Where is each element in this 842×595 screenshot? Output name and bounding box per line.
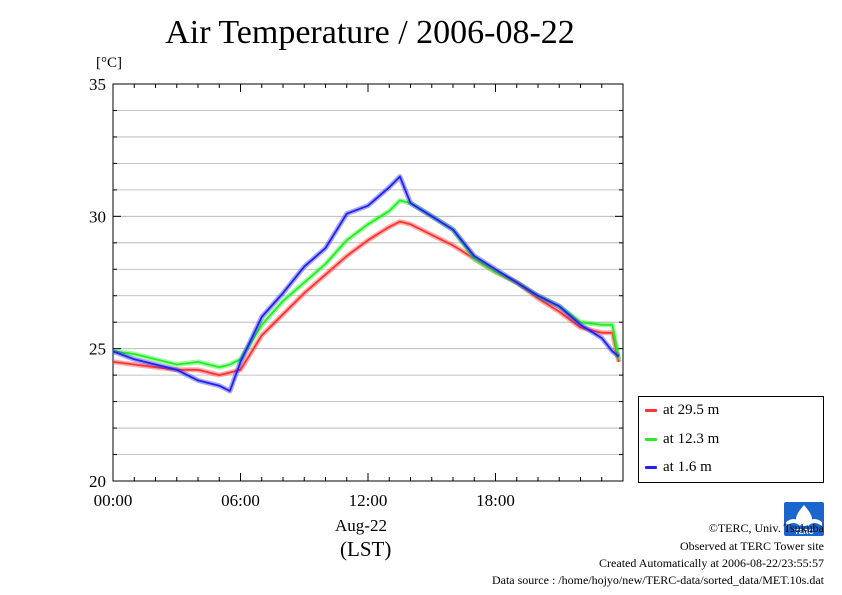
chart-series [112,174,622,394]
axis-ticks: 20 25 30 35 00:00 06:00 12:00 18:00 [89,75,624,510]
credit-site: Observed at TERC Tower site [679,539,824,553]
chart-grid [113,110,623,455]
x-axis-timezone-label: (LST) [340,537,392,561]
legend-label: at 12.3 m [663,430,720,447]
x-axis-date-label: Aug-22 [335,516,387,535]
credit-created: Created Automatically at 2006-08-22/23:5… [599,556,824,570]
series-line [112,220,620,376]
credit-source: Data source : /home/hojyo/new/TERC-data/… [491,573,824,587]
y-axis-unit: [°C] [96,55,122,71]
legend-label: at 29.5 m [663,401,720,418]
legend-label: at 1.6 m [663,458,712,475]
terc-logo-icon: TERC [784,502,824,536]
y-tick-label: 30 [89,207,106,226]
x-tick-label: 18:00 [476,491,515,510]
legend-item: at 1.6 m [645,456,712,478]
legend-item: at 12.3 m [645,428,719,450]
svg-text:TERC: TERC [794,529,813,536]
x-tick-label: 12:00 [349,491,388,510]
series-line [112,199,620,369]
legend-item: at 29.5 m [645,399,719,421]
plot-frame [112,83,624,482]
legend-swatch [645,437,657,441]
chart-title: Air Temperature / 2006-08-22 [165,14,575,51]
legend-swatch [645,465,657,469]
x-tick-label: 06:00 [221,491,260,510]
legend-swatch [645,408,657,412]
series-line-halo [112,174,621,394]
series-line [112,175,620,392]
legend: at 29.5 m at 12.3 m at 1.6 m [638,396,824,483]
y-tick-label: 35 [89,75,106,94]
x-tick-label: 00:00 [94,491,133,510]
y-tick-label: 25 [89,340,106,359]
credit-copyright: ©TERC, Univ. Tsukuba [708,521,824,535]
y-tick-label: 20 [89,472,106,491]
